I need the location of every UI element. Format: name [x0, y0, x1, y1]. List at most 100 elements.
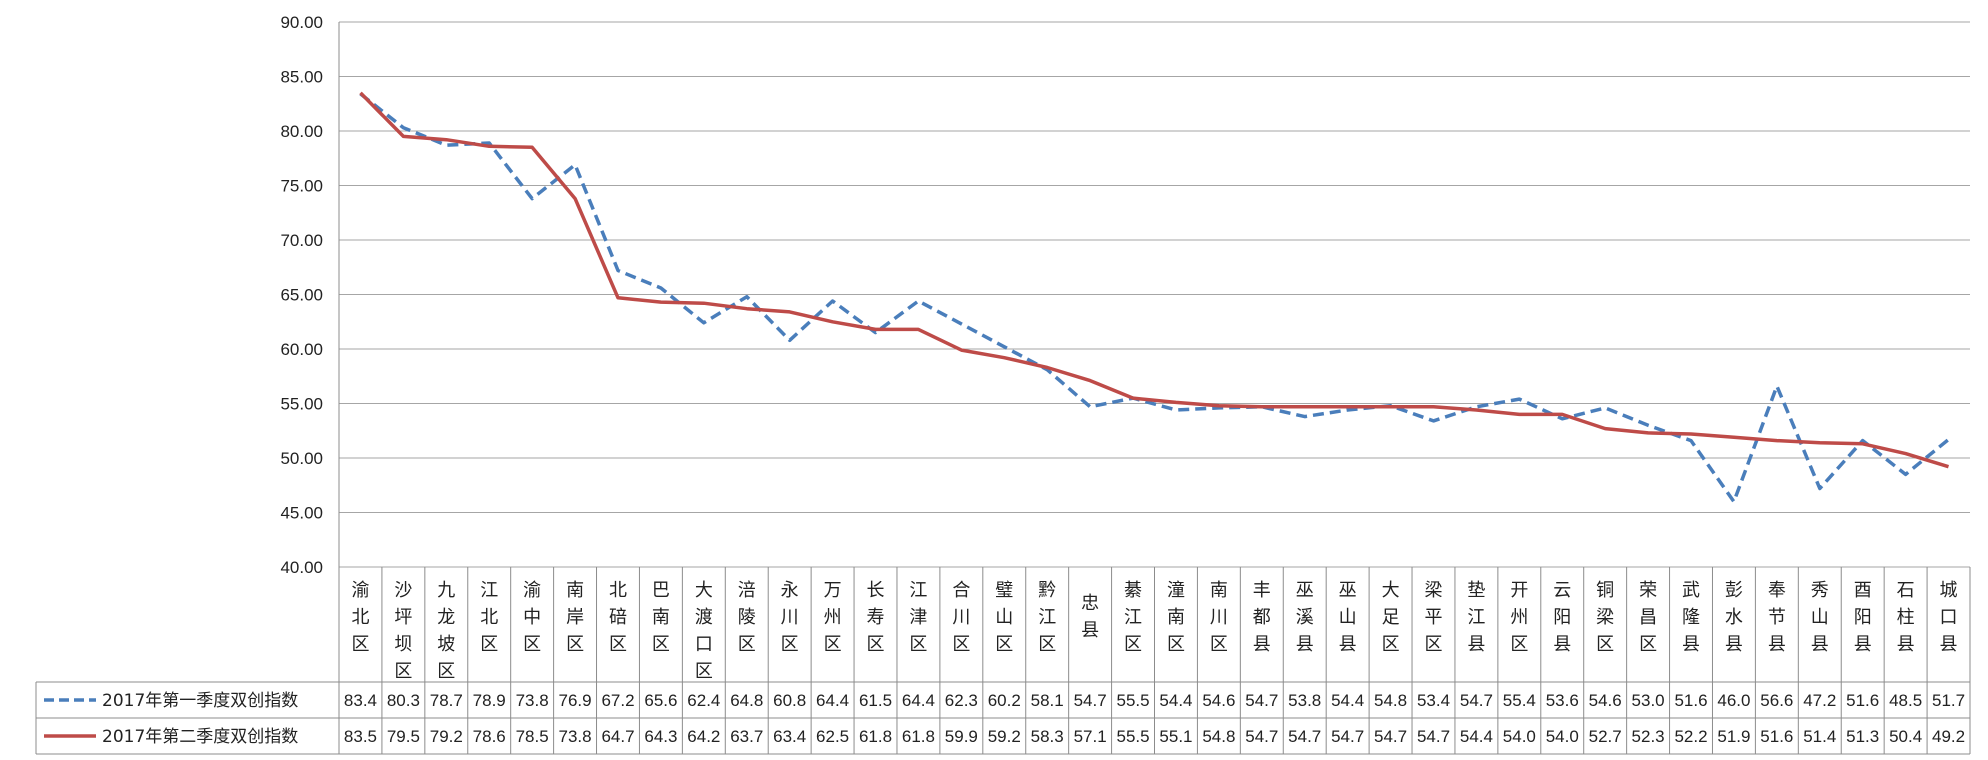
category-label: 武隆县	[1682, 580, 1700, 655]
data-label: 54.6	[1589, 691, 1622, 710]
data-label: 64.2	[687, 727, 720, 746]
data-label: 51.9	[1717, 727, 1750, 746]
data-label: 54.7	[1374, 727, 1407, 746]
data-label: 80.3	[387, 691, 420, 710]
y-tick-label: 70.00	[280, 231, 323, 250]
category-label: 酉阳县	[1854, 580, 1872, 655]
data-label: 58.1	[1031, 691, 1064, 710]
y-tick-label: 40.00	[280, 558, 323, 577]
category-label: 沙坪坝区	[394, 580, 412, 682]
data-label: 53.0	[1632, 691, 1665, 710]
category-label: 渝北区	[351, 580, 369, 655]
data-label: 64.4	[816, 691, 849, 710]
data-label: 54.4	[1460, 727, 1493, 746]
data-label: 73.8	[559, 727, 592, 746]
category-label: 万州区	[824, 580, 842, 655]
category-label: 黔江区	[1038, 580, 1056, 655]
category-label: 九龙坡区	[437, 580, 455, 682]
data-label: 64.3	[644, 727, 677, 746]
data-label: 79.5	[387, 727, 420, 746]
data-label: 60.8	[773, 691, 806, 710]
category-label: 奉节县	[1768, 580, 1786, 655]
data-label: 58.3	[1031, 727, 1064, 746]
data-label: 50.4	[1889, 727, 1922, 746]
data-label: 60.2	[988, 691, 1021, 710]
data-label: 55.5	[1116, 727, 1149, 746]
category-label: 南川区	[1210, 580, 1228, 655]
data-label: 47.2	[1803, 691, 1836, 710]
data-label: 46.0	[1717, 691, 1750, 710]
data-label: 54.4	[1331, 691, 1364, 710]
legend-label-2: 2017年第二季度双创指数	[102, 727, 298, 747]
data-label: 79.2	[430, 727, 463, 746]
data-label: 52.3	[1632, 727, 1665, 746]
data-label: 78.9	[473, 691, 506, 710]
data-label: 54.7	[1074, 691, 1107, 710]
y-tick-label: 65.00	[280, 286, 323, 305]
category-label: 大渡口区	[695, 580, 713, 682]
category-label: 垫江县	[1467, 580, 1485, 655]
data-label: 67.2	[601, 691, 634, 710]
data-label: 62.4	[687, 691, 720, 710]
data-label: 61.5	[859, 691, 892, 710]
data-label: 54.7	[1245, 727, 1278, 746]
category-label: 潼南区	[1167, 580, 1185, 655]
data-label: 54.8	[1374, 691, 1407, 710]
data-label: 65.6	[644, 691, 677, 710]
data-label: 51.7	[1932, 691, 1965, 710]
category-label: 丰都县	[1253, 580, 1271, 655]
category-label: 渝中区	[523, 580, 541, 655]
series-line-1	[359, 92, 1950, 504]
y-tick-label: 60.00	[280, 340, 323, 359]
data-label: 54.0	[1546, 727, 1579, 746]
data-label: 55.4	[1503, 691, 1536, 710]
legend-label-1: 2017年第一季度双创指数	[102, 691, 298, 711]
y-tick-label: 45.00	[280, 504, 323, 523]
y-tick-label: 90.00	[280, 13, 323, 32]
data-label: 51.4	[1803, 727, 1836, 746]
data-label: 54.7	[1288, 727, 1321, 746]
data-label: 61.8	[859, 727, 892, 746]
y-tick-label: 85.00	[280, 68, 323, 87]
category-label: 彭水县	[1725, 580, 1743, 655]
category-label: 忠县	[1081, 593, 1099, 641]
data-label: 78.5	[516, 727, 549, 746]
data-label: 59.9	[945, 727, 978, 746]
category-label: 云阳县	[1553, 580, 1571, 655]
data-label: 56.6	[1760, 691, 1793, 710]
y-tick-label: 80.00	[280, 122, 323, 141]
data-label: 54.0	[1503, 727, 1536, 746]
y-tick-label: 50.00	[280, 449, 323, 468]
data-label: 54.7	[1417, 727, 1450, 746]
data-label: 51.6	[1674, 691, 1707, 710]
y-tick-label: 55.00	[280, 395, 323, 414]
data-label: 54.8	[1202, 727, 1235, 746]
category-label: 北碚区	[609, 580, 627, 655]
data-label: 62.3	[945, 691, 978, 710]
category-label: 开州区	[1510, 580, 1528, 655]
data-label: 63.4	[773, 727, 806, 746]
y-tick-label: 75.00	[280, 177, 323, 196]
category-label: 南岸区	[566, 580, 584, 655]
category-label: 铜梁区	[1596, 580, 1614, 655]
data-label: 57.1	[1074, 727, 1107, 746]
data-label: 53.4	[1417, 691, 1450, 710]
data-label: 53.8	[1288, 691, 1321, 710]
category-label: 荣昌区	[1639, 580, 1657, 655]
data-label: 73.8	[516, 691, 549, 710]
data-label: 51.3	[1846, 727, 1879, 746]
category-label: 梁平区	[1424, 580, 1442, 655]
category-label: 巫溪县	[1296, 580, 1314, 655]
category-label: 秀山县	[1811, 580, 1829, 655]
data-label: 52.2	[1674, 727, 1707, 746]
data-label: 78.7	[430, 691, 463, 710]
data-label: 48.5	[1889, 691, 1922, 710]
data-label: 55.5	[1116, 691, 1149, 710]
data-label: 76.9	[559, 691, 592, 710]
category-label: 大足区	[1382, 580, 1400, 655]
data-label: 51.6	[1846, 691, 1879, 710]
data-label: 64.7	[601, 727, 634, 746]
category-label: 城口县	[1940, 580, 1958, 655]
data-label: 52.7	[1589, 727, 1622, 746]
